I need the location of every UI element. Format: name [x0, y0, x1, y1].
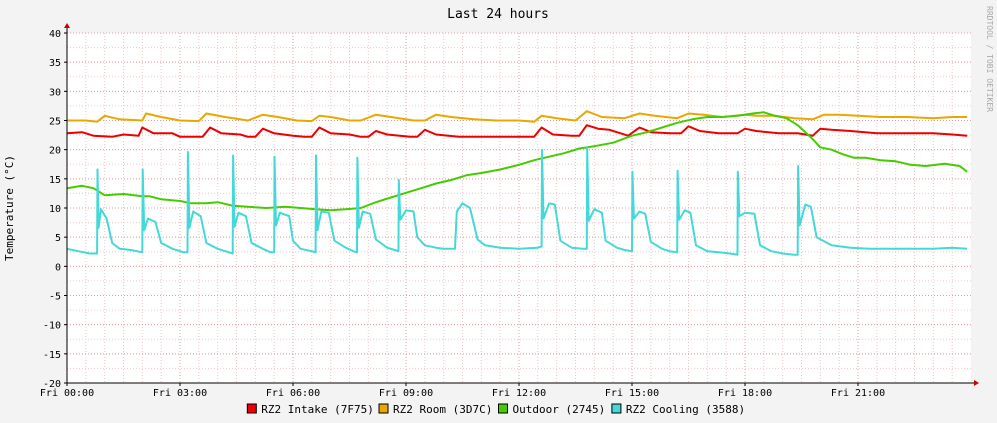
- y-axis-arrow: [64, 23, 70, 28]
- series-line: [66, 111, 968, 212]
- legend-label: RZ2 Room (3D7C): [393, 403, 492, 416]
- y-tick-label: 10: [49, 204, 61, 215]
- y-tick-label: 15: [49, 175, 61, 186]
- legend-swatch: [498, 403, 508, 414]
- legend-label: RZ2 Intake (7F75): [261, 403, 374, 416]
- y-tick-label: -5: [49, 292, 61, 303]
- x-tick-label: Fri 00:00: [40, 388, 94, 399]
- legend-swatch: [246, 403, 257, 414]
- x-tick-label: Fri 21:00: [831, 388, 885, 399]
- y-tick-label: 40: [49, 29, 61, 40]
- x-tick-label: Fri 18:00: [718, 388, 772, 399]
- y-tick-label: 0: [55, 262, 61, 273]
- x-tick-label: Fri 15:00: [605, 388, 659, 399]
- chart-title: Last 24 hours: [447, 7, 549, 22]
- series-line: [67, 110, 968, 123]
- series-line: [66, 124, 968, 138]
- y-tick-label: 5: [55, 233, 61, 244]
- y-axis-label: Temperature (°C): [3, 155, 16, 261]
- watermark: RRDTOOL / TOBI OETIKER: [985, 6, 994, 112]
- series-line: [66, 146, 968, 256]
- grid-lines: [66, 32, 971, 384]
- y-tick-label: 25: [49, 117, 61, 128]
- legend-swatch: [611, 403, 622, 414]
- legend: RZ2 Intake (7F75) RZ2 Room (3D7C) Outdoor …: [246, 403, 745, 416]
- legend-label: RZ2 Cooling (3588): [626, 403, 745, 416]
- series-lines: [66, 110, 968, 256]
- x-tick-label: Fri 06:00: [266, 388, 320, 399]
- x-tick-label: Fri 09:00: [379, 388, 433, 399]
- axes: [64, 23, 979, 386]
- legend-swatch: [378, 403, 389, 414]
- y-tick-label: 35: [49, 58, 61, 69]
- y-tick-label: -10: [43, 321, 61, 332]
- x-tick-label: Fri 03:00: [153, 388, 207, 399]
- x-tick-label: Fri 12:00: [492, 388, 546, 399]
- y-tick-label: 20: [49, 146, 61, 157]
- y-tick-label: 30: [49, 87, 61, 98]
- y-tick-label: -20: [43, 379, 61, 390]
- x-axis-arrow: [974, 380, 979, 386]
- legend-label: Outdoor (2745): [513, 403, 606, 416]
- y-tick-label: -15: [43, 350, 61, 361]
